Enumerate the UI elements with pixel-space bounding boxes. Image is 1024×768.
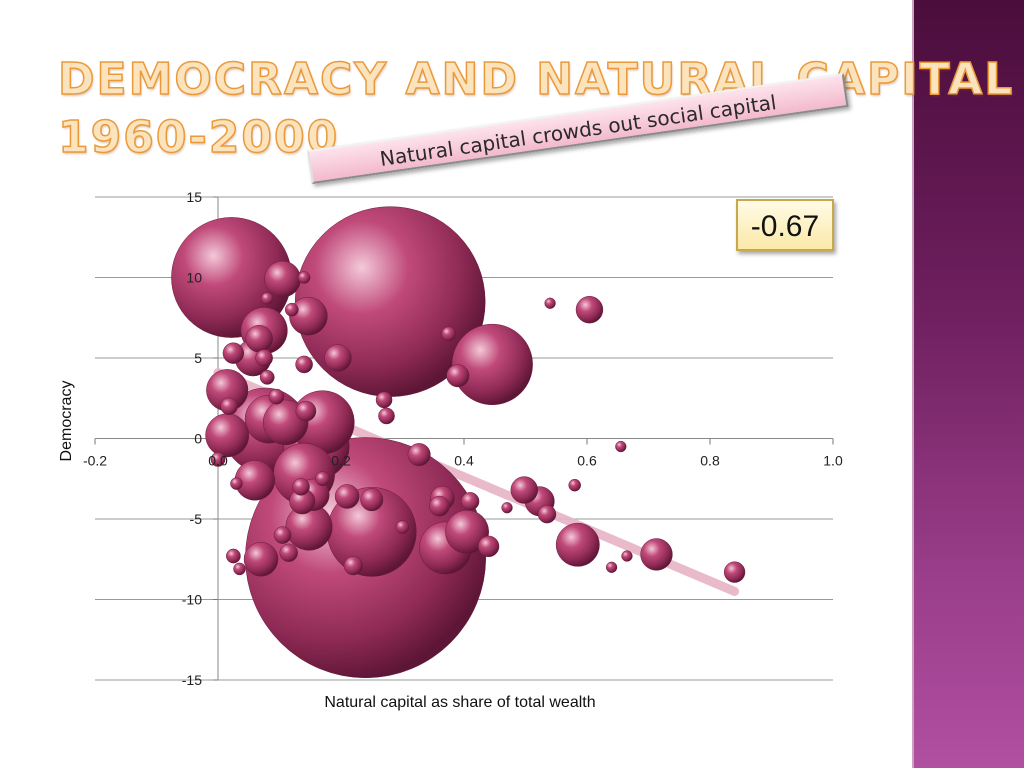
y-tick-label: -15 bbox=[182, 672, 202, 688]
data-bubble bbox=[568, 478, 581, 492]
data-bubble bbox=[445, 509, 489, 554]
data-bubble bbox=[510, 476, 538, 504]
x-tick-label: 0.6 bbox=[577, 453, 597, 469]
correlation-box: -0.67 bbox=[736, 199, 834, 251]
y-tick-label: 15 bbox=[186, 189, 202, 205]
data-bubble bbox=[477, 535, 500, 558]
bubbles bbox=[171, 206, 746, 679]
data-bubble bbox=[451, 323, 533, 405]
data-bubble bbox=[407, 443, 431, 467]
data-bubble bbox=[233, 562, 246, 576]
data-bubble bbox=[537, 505, 557, 524]
data-bubble bbox=[292, 478, 310, 496]
data-bubble bbox=[295, 400, 317, 422]
scatter-chart: 15 10 5 0 -5 -10 -15 -0.2 0.0 0.2 0.4 0.6 0.8 1.0 Nat… bbox=[58, 189, 843, 711]
x-tick-label: 0.0 bbox=[208, 453, 228, 469]
data-bubble bbox=[375, 391, 393, 409]
x-tick-label: -0.2 bbox=[83, 453, 107, 469]
data-bubble bbox=[284, 302, 299, 317]
x-tick-label: 1.0 bbox=[823, 453, 843, 469]
data-bubble bbox=[245, 324, 273, 353]
data-bubble bbox=[205, 413, 250, 458]
decorative-side-band bbox=[912, 0, 1024, 768]
data-bubble bbox=[220, 397, 238, 416]
data-bubble bbox=[429, 495, 450, 517]
data-bubble bbox=[723, 561, 746, 583]
data-bubble bbox=[289, 296, 328, 336]
data-bubble bbox=[640, 538, 673, 571]
x-tick-label: 0.2 bbox=[331, 453, 351, 469]
tick-labels: 15 10 5 0 -5 -10 -15 -0.2 0.0 0.2 0.4 0.6 0.8 1.0 bbox=[83, 189, 843, 688]
data-bubble bbox=[260, 292, 274, 305]
data-bubble bbox=[460, 492, 480, 511]
data-bubble bbox=[544, 297, 556, 309]
data-bubble bbox=[334, 484, 360, 509]
data-bubble bbox=[343, 556, 363, 576]
data-bubble bbox=[378, 407, 395, 425]
data-bubble bbox=[446, 364, 470, 388]
data-bubble bbox=[259, 369, 275, 385]
data-bubble bbox=[395, 520, 410, 534]
x-tick-label: 0.8 bbox=[700, 453, 720, 469]
data-bubble bbox=[268, 388, 285, 405]
y-tick-label: -5 bbox=[190, 511, 203, 527]
data-bubble bbox=[295, 355, 313, 374]
y-tick-label: 0 bbox=[194, 431, 202, 447]
data-bubble bbox=[360, 488, 384, 512]
data-bubble bbox=[324, 344, 352, 372]
y-tick-label: -10 bbox=[182, 592, 202, 608]
data-bubble bbox=[315, 471, 330, 487]
data-bubble bbox=[230, 477, 243, 490]
x-tick-label: 0.4 bbox=[454, 453, 474, 469]
slide-subtitle-years: 1960-2000 bbox=[57, 112, 340, 163]
x-axis-title: Natural capital as share of total wealth bbox=[324, 694, 595, 711]
data-bubble bbox=[273, 526, 292, 544]
data-bubble bbox=[555, 522, 600, 567]
data-bubble bbox=[501, 502, 513, 514]
data-bubble bbox=[615, 440, 627, 453]
data-bubble bbox=[621, 550, 633, 562]
data-bubble bbox=[441, 326, 456, 342]
y-tick-label: 5 bbox=[194, 350, 202, 366]
data-bubble bbox=[210, 452, 226, 467]
slide-title: DEMOCRACY AND NATURAL CAPITAL bbox=[57, 54, 1015, 105]
data-bubble bbox=[575, 296, 604, 324]
data-bubble bbox=[605, 561, 618, 573]
data-bubble bbox=[255, 349, 273, 367]
y-tick-label: 10 bbox=[186, 270, 202, 286]
data-bubble bbox=[297, 271, 311, 284]
data-bubble bbox=[243, 542, 279, 577]
data-bubble bbox=[279, 543, 298, 562]
data-bubble bbox=[264, 260, 301, 298]
data-bubble bbox=[222, 342, 245, 364]
data-bubble bbox=[226, 548, 241, 564]
y-axis-title: Democracy bbox=[58, 381, 75, 462]
